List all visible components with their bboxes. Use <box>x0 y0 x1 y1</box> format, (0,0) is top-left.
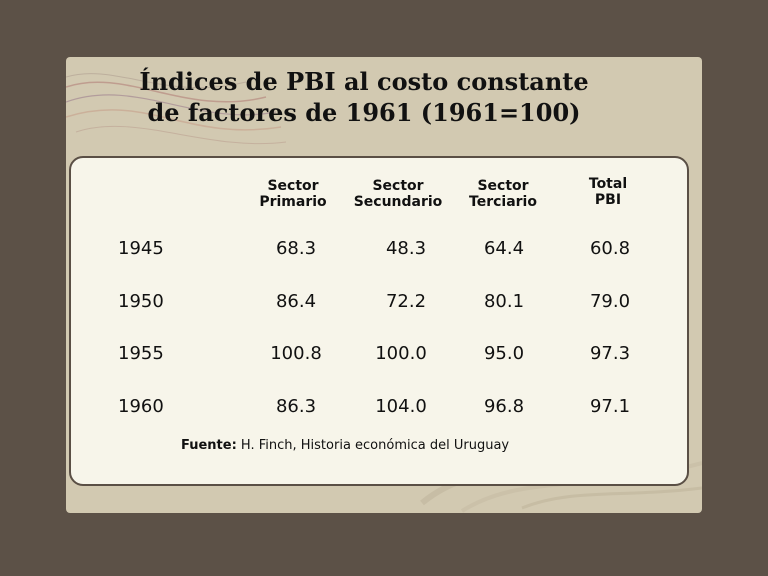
row-year: 1955 <box>118 343 164 364</box>
table-cell: 96.8 <box>483 396 525 417</box>
table-cell: 48.3 <box>385 238 427 259</box>
title-line-1: Índices de PBI al costo constante <box>139 67 589 96</box>
table-cell: 97.1 <box>589 396 631 417</box>
table-cell: 95.0 <box>483 343 525 364</box>
column-header-secundario: Sector Secundario <box>353 178 443 210</box>
table-cell: 86.4 <box>275 291 317 312</box>
column-header-total: Total PBI <box>588 176 628 208</box>
source-label: Fuente: <box>181 438 237 453</box>
column-header-terciario: Sector Terciario <box>469 178 537 210</box>
page-title: Índices de PBI al costo constante de fac… <box>66 66 662 128</box>
decorative-swirl <box>66 73 286 145</box>
table-cell: 100.8 <box>270 343 322 364</box>
table-cell: 60.8 <box>589 238 631 259</box>
row-year: 1960 <box>118 396 164 417</box>
row-year: 1945 <box>118 238 164 259</box>
table-cell: 104.0 <box>375 396 427 417</box>
table-cell: 80.1 <box>483 291 525 312</box>
source-note: Fuente: H. Finch, Historia económica del… <box>181 438 509 453</box>
table-cell: 97.3 <box>589 343 631 364</box>
table-cell: 68.3 <box>275 238 317 259</box>
source-text: H. Finch, Historia económica del Uruguay <box>236 438 510 453</box>
row-year: 1950 <box>118 291 164 312</box>
table-cell: 100.0 <box>375 343 427 364</box>
table-cell: 64.4 <box>483 238 525 259</box>
table-cell: 86.3 <box>275 396 317 417</box>
table-cell: 72.2 <box>385 291 427 312</box>
table-panel <box>69 156 689 486</box>
table-cell: 79.0 <box>589 291 631 312</box>
column-header-primario: Sector Primario <box>259 178 327 210</box>
title-line-2: de factores de 1961 (1961=100) <box>147 98 581 127</box>
